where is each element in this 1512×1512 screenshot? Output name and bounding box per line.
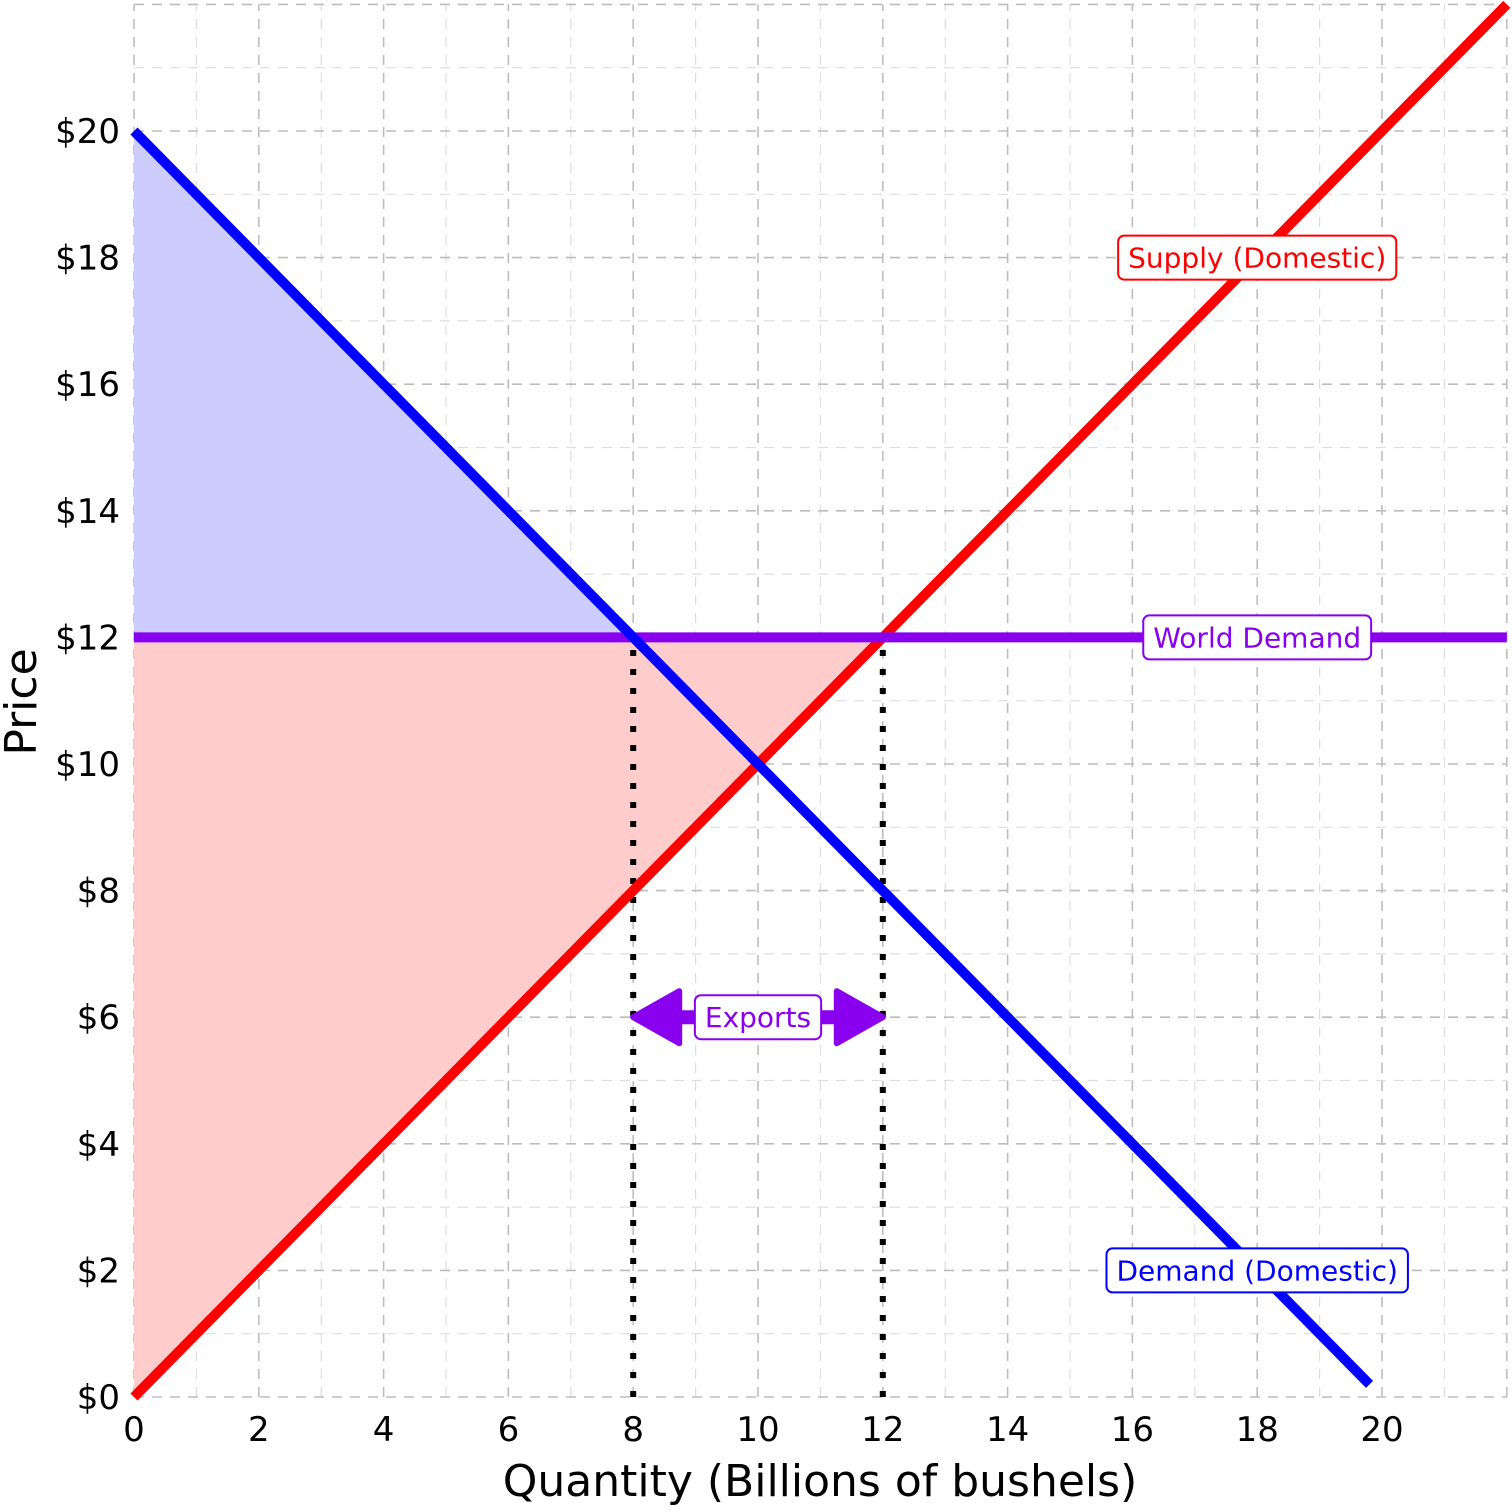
- y-tick-label: $14: [55, 492, 120, 532]
- curve-label-text: Demand (Domestic): [1116, 1254, 1397, 1287]
- x-tick-label: 0: [123, 1410, 145, 1450]
- curve-label-box: [1142, 614, 1373, 661]
- curve-label-2: Demand (Domestic): [1105, 1247, 1409, 1294]
- x-tick-label: 10: [736, 1410, 779, 1450]
- x-axis-title: Quantity (Billions of bushels): [503, 1456, 1138, 1507]
- exports-label: Exports: [705, 1001, 811, 1034]
- y-tick-label: $18: [55, 239, 120, 279]
- series-line-1: [130, 127, 1374, 1388]
- y-tick-label: $12: [55, 618, 120, 658]
- y-tick-label: $20: [55, 112, 120, 152]
- curve-label-text: Supply (Domestic): [1128, 242, 1386, 275]
- exports-annotation: Exports: [630, 988, 886, 1047]
- curve-label-box: [1105, 1247, 1409, 1294]
- x-tick-label: 2: [248, 1410, 270, 1450]
- y-tick-label: $10: [55, 745, 120, 785]
- x-tick-label: 14: [986, 1410, 1029, 1450]
- curve-label-box: [1117, 234, 1398, 281]
- y-tick-label: $16: [55, 365, 120, 405]
- curve-labels: Supply (Domestic) World Demand Demand (Dom…: [1105, 234, 1409, 1294]
- x-tick-label: 8: [622, 1410, 644, 1450]
- y-tick-label: $8: [77, 872, 120, 912]
- x-tick-label: 4: [373, 1410, 395, 1450]
- y-tick-label: $6: [77, 998, 120, 1038]
- x-tick-label: 12: [861, 1410, 904, 1450]
- reference-lines: [630, 637, 886, 1397]
- y-tick-label: $4: [77, 1125, 120, 1165]
- curve-label-1: World Demand: [1142, 614, 1373, 661]
- y-axis-title: Price: [0, 648, 47, 755]
- exports-arrow-right-head: [833, 988, 886, 1047]
- exports-label-box: [693, 994, 823, 1041]
- x-tick-label: 6: [498, 1410, 520, 1450]
- x-tick-label: 16: [1111, 1410, 1154, 1450]
- y-tick-label: $2: [77, 1251, 120, 1291]
- tick-labels: 0 2 4 6 8 10 12 14 16 18 20 $0 $2 $4 $6 $8 $10 $12 $14 $16 $…: [55, 112, 1404, 1450]
- curve-label-0: Supply (Domestic): [1117, 234, 1398, 281]
- x-tick-label: 18: [1236, 1410, 1279, 1450]
- curve-label-text: World Demand: [1153, 621, 1361, 654]
- y-tick-label: $0: [77, 1378, 120, 1418]
- x-tick-label: 20: [1360, 1410, 1403, 1450]
- exports-arrow-left-head: [630, 988, 683, 1047]
